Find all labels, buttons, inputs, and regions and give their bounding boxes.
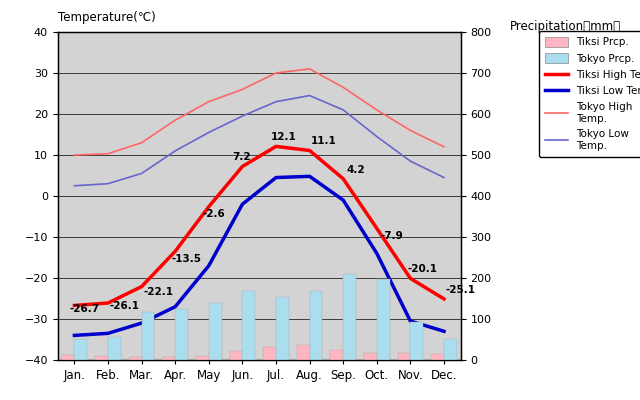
Bar [61,355,74,360]
Text: -2.6: -2.6 [202,209,225,219]
Text: -22.1: -22.1 [143,287,173,297]
Text: 12.1: 12.1 [271,132,297,142]
Text: -26.1: -26.1 [109,301,140,311]
Bar [129,357,141,360]
Text: 4.2: 4.2 [347,165,365,175]
Bar [431,354,444,360]
Bar [175,309,188,360]
Bar [243,291,255,360]
Bar [209,304,221,360]
Bar [141,312,154,360]
Bar [230,351,243,360]
Text: Precipitation（mm）: Precipitation（mm） [509,20,621,33]
Text: 11.1: 11.1 [311,136,337,146]
Bar [276,297,289,360]
Text: 7.2: 7.2 [232,152,251,162]
Bar [444,339,457,360]
Bar [196,356,209,360]
Text: Temperature(℃): Temperature(℃) [58,11,156,24]
Bar [310,291,323,360]
Text: -25.1: -25.1 [445,285,476,295]
Bar [364,353,377,360]
Bar [410,322,423,360]
Text: -7.9: -7.9 [380,231,403,241]
Bar [397,353,410,360]
Text: -20.1: -20.1 [407,264,437,274]
Text: -26.7: -26.7 [69,304,99,314]
Bar [163,357,175,360]
Bar [108,337,121,360]
Bar [95,356,108,360]
Bar [343,274,356,360]
Text: -13.5: -13.5 [172,254,202,264]
Legend: Tiksi Prcp., Tokyo Prcp., Tiksi High Temp., Tiksi Low Temp., Tokyo High
Temp., T: Tiksi Prcp., Tokyo Prcp., Tiksi High Tem… [539,31,640,157]
Bar [377,279,390,360]
Bar [297,345,310,360]
Bar [263,347,276,360]
Bar [330,350,343,360]
Bar [74,339,87,360]
